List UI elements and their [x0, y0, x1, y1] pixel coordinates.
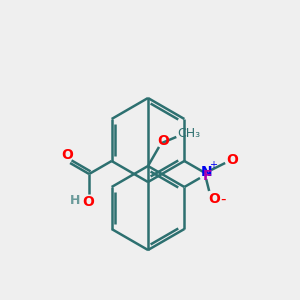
Text: N: N	[200, 165, 212, 179]
Text: O: O	[82, 195, 94, 209]
Text: +: +	[209, 160, 217, 170]
Text: O: O	[61, 148, 73, 162]
Text: -: -	[220, 191, 226, 206]
Text: O: O	[226, 153, 238, 167]
Text: O: O	[208, 192, 220, 206]
Text: F: F	[203, 169, 213, 183]
Text: O: O	[157, 134, 169, 148]
Text: H: H	[70, 194, 80, 206]
Text: CH₃: CH₃	[177, 128, 200, 140]
